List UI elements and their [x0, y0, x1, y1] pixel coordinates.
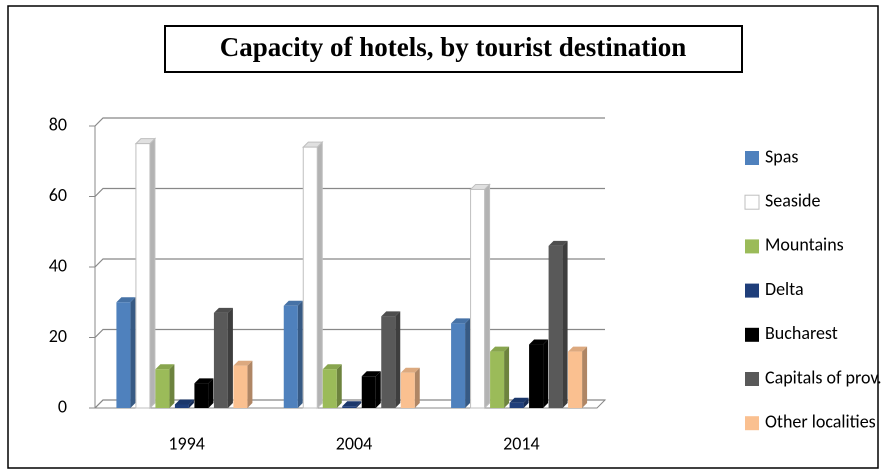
bar [155, 369, 170, 408]
bar-side [130, 297, 136, 408]
bar [490, 351, 505, 408]
legend-swatch [745, 283, 759, 298]
x-tick-label: 2004 [336, 432, 373, 454]
y-tick-label: 80 [49, 113, 67, 135]
bar [302, 146, 318, 409]
bar [174, 404, 189, 408]
bar-side [562, 240, 568, 408]
legend-swatch [745, 327, 759, 342]
bar-side [316, 140, 323, 410]
bar [451, 323, 466, 408]
y-tick-label: 20 [49, 325, 67, 347]
bar-top [361, 371, 381, 377]
legend-label: Capitals of prov. [765, 366, 882, 388]
bar-side [395, 311, 401, 408]
bar-side [169, 364, 175, 408]
bar-side [414, 367, 420, 408]
grid-line [94, 117, 605, 127]
grid-line [94, 187, 605, 197]
bar [213, 312, 228, 408]
bar-top [400, 367, 420, 373]
bar [322, 369, 337, 408]
bar-top [451, 318, 471, 324]
bar [116, 302, 131, 408]
bar [342, 406, 357, 408]
bar [361, 376, 376, 408]
legend-label: Mountains [765, 234, 844, 256]
bar-top [194, 378, 214, 384]
bar-side [247, 360, 253, 408]
bar-side [375, 371, 381, 408]
bar-side [523, 397, 529, 408]
bar-side [297, 300, 303, 408]
bar-side [465, 318, 471, 408]
bar [194, 383, 209, 408]
bar-side [208, 378, 214, 408]
x-tick-label: 1994 [168, 432, 205, 454]
bar-top [233, 360, 253, 366]
bar [400, 372, 415, 408]
bar [470, 188, 486, 409]
legend-swatch [745, 151, 759, 165]
bar-top [548, 240, 568, 246]
legend-label: Delta [765, 278, 804, 300]
bar [509, 402, 524, 408]
legend-swatch [745, 416, 759, 431]
bar-top [213, 307, 233, 313]
bar [283, 305, 298, 408]
legend-label: Spas [765, 145, 798, 167]
bar [568, 351, 583, 408]
bar-top [568, 346, 588, 352]
legend-swatch [745, 372, 759, 386]
bar [548, 245, 563, 408]
legend-label: Other localities [765, 410, 876, 432]
legend-swatch [744, 194, 760, 210]
legend-label: Seaside [765, 189, 820, 211]
legend-label: Bucharest [765, 322, 838, 344]
bar [233, 365, 248, 408]
bar-side [543, 339, 549, 408]
bar-side [504, 346, 510, 408]
y-tick-label: 60 [49, 184, 67, 206]
chart-title: Capacity of hotels, by tourist destinati… [220, 32, 687, 62]
legend-swatch [745, 239, 759, 254]
bar-side [188, 399, 194, 408]
grid-line [94, 399, 605, 409]
bar-top [155, 364, 175, 370]
bar-side [356, 401, 362, 408]
x-tick-label: 2014 [503, 432, 540, 454]
grid-line [94, 258, 605, 268]
bar-top [116, 297, 136, 303]
bar [529, 344, 544, 408]
bar-top [283, 300, 303, 306]
bar-top [529, 339, 549, 345]
bar-top [509, 397, 529, 403]
bar-top [174, 399, 194, 405]
bar [135, 143, 151, 409]
bar-side [227, 307, 233, 408]
title-box [164, 25, 743, 73]
bar-top [342, 401, 362, 407]
bar-side [336, 364, 342, 408]
bar [381, 316, 396, 408]
bar-top [490, 346, 510, 352]
grid-line [94, 328, 605, 338]
y-tick-label: 40 [49, 254, 67, 276]
bar-side [149, 137, 156, 410]
bar-side [484, 183, 491, 410]
bar-top [381, 311, 401, 317]
bar-side [582, 346, 588, 408]
bar-top [322, 364, 342, 370]
y-tick-label: 0 [58, 395, 67, 417]
